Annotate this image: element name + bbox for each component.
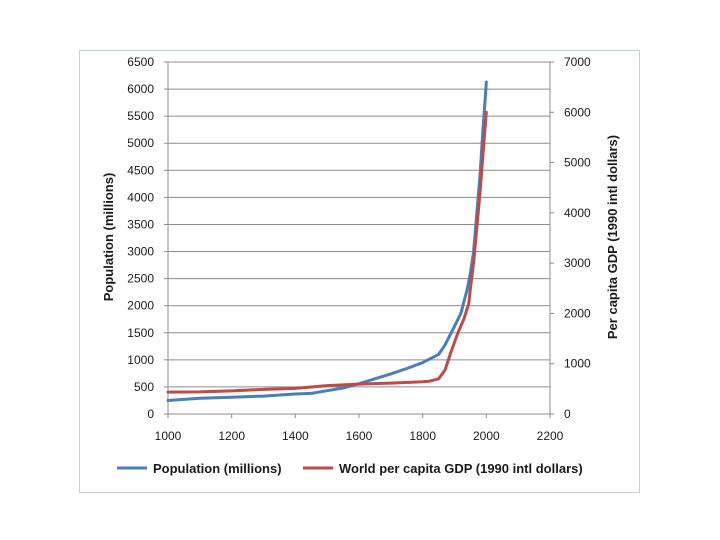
y-tick-label: 500	[134, 380, 154, 394]
y2-tick-label: 4000	[564, 206, 591, 220]
y2-tick-label: 5000	[564, 156, 591, 170]
y-tick-label: 3000	[127, 245, 154, 259]
y-tick-label: 5500	[127, 109, 154, 123]
x-tick-label: 1200	[218, 429, 245, 443]
y-tick-label: 5000	[127, 136, 154, 150]
y2-tick-label: 2000	[564, 306, 591, 320]
plot-lines	[166, 80, 488, 402]
axes	[164, 61, 554, 418]
y2-tick-label: 0	[564, 407, 571, 421]
y2-tick-label: 3000	[564, 256, 591, 270]
y-tick-label: 1500	[127, 326, 154, 340]
population-line	[166, 80, 488, 402]
legend: Population (millions) World per capita GD…	[117, 461, 583, 476]
legend-label: Population (millions)	[153, 461, 282, 476]
x-tick-label: 2000	[473, 429, 500, 443]
y-tick-label: 6500	[127, 55, 154, 69]
y-tick-label: 6000	[127, 82, 154, 96]
y-tick-label: 3500	[127, 217, 154, 231]
legend-label: World per capita GDP (1990 intl dollars)	[339, 461, 583, 476]
y-tick-label: 1000	[127, 353, 154, 367]
chart-frame	[79, 50, 640, 493]
y2-tick-label: 6000	[564, 105, 591, 119]
gdp-line	[166, 110, 488, 394]
y-tick-label: 4000	[127, 190, 154, 204]
y-tick-label: 2500	[127, 272, 154, 286]
x-tick-label: 1800	[409, 429, 436, 443]
y-tick-label: 4500	[127, 163, 154, 177]
x-tick-label: 1600	[346, 429, 373, 443]
gridlines	[168, 61, 550, 388]
tick-labels: 0 500 1000 1500 2000 2500 3000 3500 4000 4500 5000…	[127, 55, 591, 443]
y-tick-label: 0	[147, 407, 154, 421]
y2-tick-label: 7000	[564, 55, 591, 69]
y-axis-title: Population (millions)	[101, 173, 116, 302]
y-tick-label: 2000	[127, 299, 154, 313]
x-tick-label: 1000	[155, 429, 182, 443]
x-tick-label: 1400	[282, 429, 309, 443]
y2-axis-title: Per capita GDP (1990 intl dollars)	[605, 135, 620, 339]
y2-tick-label: 1000	[564, 357, 591, 371]
x-tick-label: 2200	[537, 429, 564, 443]
